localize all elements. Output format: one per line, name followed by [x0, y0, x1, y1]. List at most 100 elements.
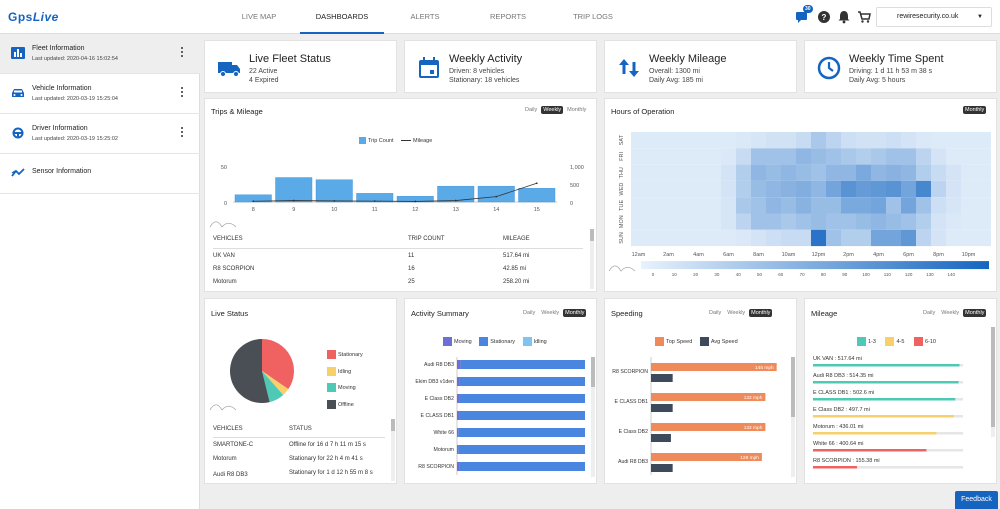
heat-cell — [856, 213, 871, 230]
toggle-monthly[interactable]: Monthly — [749, 309, 773, 317]
more-options-icon[interactable] — [180, 87, 184, 99]
kpi-weekly-activity[interactable]: Weekly Activity Driven: 8 vehicles Stati… — [404, 40, 597, 93]
period-toggle: Monthly — [961, 105, 987, 115]
sidebar-item-fleet-information[interactable]: Fleet Information Last updated: 2020-04-… — [0, 34, 200, 74]
heat-cell — [646, 148, 661, 165]
scale-label: 10 — [672, 272, 678, 277]
sidebar-item-title: Fleet Information — [32, 45, 85, 52]
scrollbar-track[interactable] — [391, 419, 395, 481]
pie-legend: Stationary Idling Moving Offline — [327, 347, 363, 413]
heat-cell — [856, 197, 871, 214]
heat-cell — [916, 213, 931, 230]
more-options-icon[interactable] — [180, 47, 184, 59]
nav-live-map[interactable]: LIVE MAP — [241, 12, 277, 21]
heat-cell — [721, 132, 736, 149]
scrollbar-thumb[interactable] — [391, 419, 395, 431]
heat-cell — [781, 180, 796, 198]
messages-icon[interactable] — [795, 10, 809, 24]
sidebar-item-sensor-information[interactable]: Sensor Information — [0, 154, 200, 194]
heat-cell — [751, 229, 766, 247]
toggle-monthly[interactable]: Monthly — [963, 106, 987, 114]
day-label: TUE — [619, 200, 625, 211]
more-options-icon[interactable] — [180, 127, 184, 139]
heat-cell — [916, 132, 931, 149]
heat-cell — [811, 213, 826, 230]
legend-item-offline: Offline — [327, 397, 363, 414]
toggle-daily[interactable]: Daily — [709, 310, 722, 316]
scrollbar-thumb[interactable] — [791, 357, 795, 417]
toggle-weekly[interactable]: Weekly — [941, 310, 960, 316]
domain-select[interactable]: rewiresecurity.co.uk ▼ — [876, 7, 992, 27]
cell-status: Stationary for 1 d 12 h 55 m 8 s — [289, 470, 373, 476]
scrollbar-track[interactable] — [791, 357, 795, 477]
notification-badge: 30 — [803, 5, 813, 13]
heat-cell — [676, 229, 691, 247]
heat-cell — [691, 229, 706, 247]
live-status-pie — [229, 339, 294, 403]
toggle-monthly[interactable]: Monthly — [963, 309, 987, 317]
legend-label: 1-3 — [868, 338, 876, 345]
nav-dashboards[interactable]: DASHBOARDS — [300, 0, 384, 34]
heat-cell — [826, 197, 841, 214]
cart-icon[interactable] — [857, 10, 871, 24]
legend-swatch-4-5 — [885, 337, 895, 346]
mileage-bar — [813, 449, 927, 452]
scrollbar-track[interactable] — [590, 229, 594, 289]
panel-title: Trips & Mileage — [211, 107, 263, 116]
toggle-weekly[interactable]: Weekly — [541, 106, 564, 114]
heat-cell — [661, 164, 676, 181]
panel-title: Activity Summary — [411, 309, 469, 318]
sidebar-item-driver-information[interactable]: Driver Information Last updated: 2020-03… — [0, 114, 200, 154]
kpi-weekly-mileage[interactable]: Weekly Mileage Overall: 1300 mi Daily Av… — [604, 40, 797, 93]
toggle-daily[interactable]: Daily — [525, 107, 538, 113]
app-logo[interactable]: GpsLive — [8, 10, 59, 24]
feedback-button[interactable]: Feedback — [955, 491, 998, 509]
toggle-daily[interactable]: Daily — [523, 310, 536, 316]
stationary-bar — [459, 411, 585, 420]
nav-alerts[interactable]: ALERTS — [410, 12, 440, 21]
heat-cell — [826, 132, 841, 149]
toggle-weekly[interactable]: Weekly — [727, 310, 746, 316]
sidebar-item-vehicle-information[interactable]: Vehicle Information Last updated: 2020-0… — [0, 74, 200, 114]
mileage-track — [813, 466, 963, 469]
heat-cell — [781, 213, 796, 230]
heat-cell — [766, 148, 781, 165]
heat-cell — [856, 229, 871, 247]
category-label: White 66 — [434, 430, 455, 436]
legend-swatch-trip-count — [359, 137, 366, 144]
sidebar-item-subtitle: Last updated: 2020-04-16 15:02:54 — [32, 56, 118, 62]
scale-label: 80 — [821, 272, 827, 277]
scale-label: 100 — [862, 272, 870, 277]
legend-swatch-moving — [443, 337, 452, 346]
scrollbar-thumb[interactable] — [591, 357, 595, 387]
kpi-live-fleet-status[interactable]: Live Fleet Status 22 Active 4 Expired — [204, 40, 397, 93]
stationary-bar — [459, 462, 585, 471]
nav-trip-logs[interactable]: TRIP LOGS — [573, 12, 613, 21]
kpi-line: Daily Avg: 185 mi — [649, 77, 703, 84]
toggle-weekly[interactable]: Weekly — [541, 310, 560, 316]
heat-cell — [901, 229, 916, 247]
heat-cell — [841, 229, 856, 247]
legend-swatch-stationary — [479, 337, 489, 346]
toggle-monthly[interactable]: Monthly — [563, 309, 587, 317]
hour-label: 2pm — [843, 252, 854, 258]
bell-icon[interactable] — [837, 10, 851, 24]
toggle-daily[interactable]: Daily — [923, 310, 936, 316]
scrollbar-thumb[interactable] — [590, 229, 594, 241]
sidebar: Fleet Information Last updated: 2020-04-… — [0, 34, 200, 509]
hour-label: 4am — [693, 252, 704, 258]
scrollbar-track[interactable] — [591, 357, 595, 477]
heat-cell — [841, 213, 856, 230]
scrollbar-track[interactable] — [991, 327, 995, 437]
category-label: E Class DB2 — [425, 396, 455, 402]
kpi-weekly-time-spent[interactable]: Weekly Time Spent Driving: 1 d 11 h 53 m… — [804, 40, 997, 93]
heat-cell — [811, 229, 826, 247]
car-icon — [12, 89, 24, 97]
toggle-monthly[interactable]: Monthly — [567, 107, 587, 113]
nav-reports[interactable]: REPORTS — [489, 12, 527, 21]
legend-label: Moving — [454, 338, 472, 345]
help-icon[interactable]: ? — [817, 10, 831, 24]
scrollbar-thumb[interactable] — [991, 327, 995, 427]
heat-cell — [706, 180, 721, 198]
heat-cell — [691, 164, 706, 181]
